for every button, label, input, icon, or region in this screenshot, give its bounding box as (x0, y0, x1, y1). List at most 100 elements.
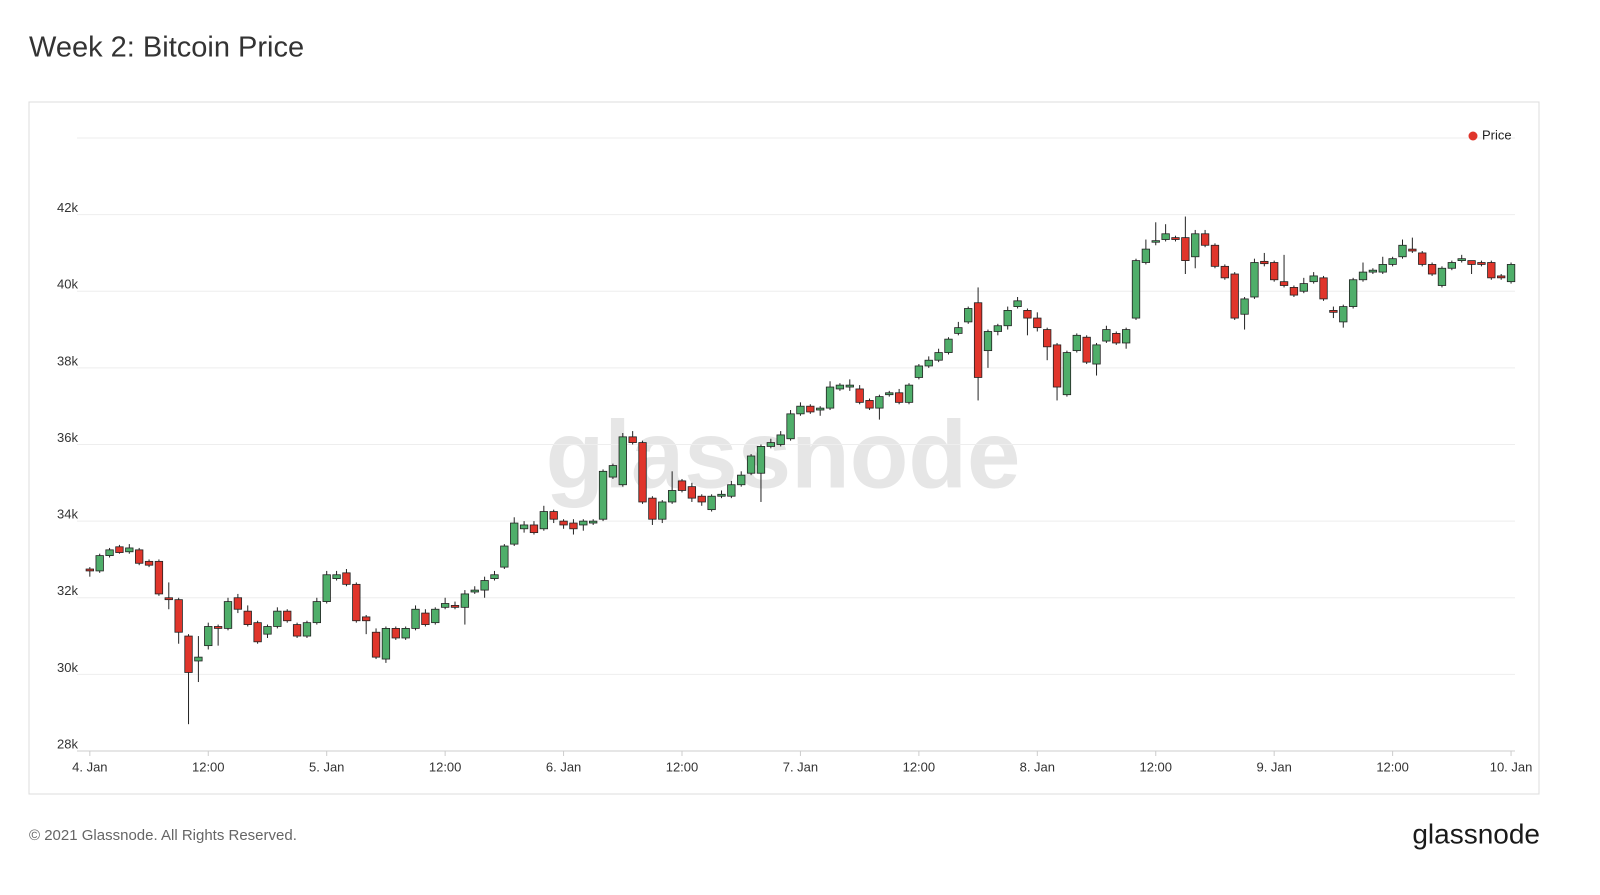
candle-body (983, 331, 993, 352)
candle-body (174, 599, 183, 633)
candle-body (440, 603, 450, 608)
candle-body (1270, 262, 1279, 281)
candle-body (1378, 264, 1387, 273)
candle-body (1348, 279, 1358, 307)
candle-body (1200, 233, 1210, 246)
candle-body (539, 511, 548, 530)
candle-body (1418, 252, 1427, 265)
candle-body (618, 436, 627, 486)
chart-frame (28, 101, 1540, 795)
y-tick-label: 32k (57, 583, 78, 598)
candle-body (85, 568, 94, 572)
y-tick-label: 40k (57, 277, 78, 292)
x-tick-label: 12:00 (903, 759, 936, 774)
candle-body (1092, 344, 1101, 365)
candle-body (1279, 281, 1289, 286)
candle-body (391, 628, 400, 639)
candle-body (253, 622, 262, 643)
candle-body (1457, 258, 1466, 262)
candle-body (904, 384, 914, 403)
candle-body (1161, 233, 1170, 240)
candle-body (1408, 248, 1417, 252)
candle-body (1477, 262, 1486, 265)
candle-body (1506, 264, 1516, 283)
candle-body (549, 511, 558, 520)
candle-body (431, 608, 440, 624)
candle-body (1003, 310, 1012, 327)
candle-body (875, 396, 884, 409)
candle-body (806, 405, 815, 413)
x-tick-label: 12:00 (429, 759, 462, 774)
candle-body (746, 455, 756, 474)
candle-body (1487, 262, 1496, 279)
candle-body (845, 384, 854, 388)
candle-body (263, 626, 272, 635)
candle-body (835, 384, 845, 390)
candle-body (1329, 310, 1338, 313)
candle-body (1497, 275, 1506, 279)
candle-body (490, 574, 499, 579)
watermark: glassnode (546, 401, 1021, 508)
y-tick-label: 28k (57, 736, 78, 751)
x-tick-label: 7. Jan (783, 759, 818, 774)
candle-body (125, 547, 134, 553)
candle-body (766, 442, 775, 447)
candle-body (352, 583, 361, 622)
candle-body (95, 555, 104, 572)
candle-body (1299, 283, 1308, 292)
candle-body (1072, 334, 1081, 352)
x-tick-label: 12:00 (192, 759, 225, 774)
candle-body (164, 597, 173, 601)
candle-body (855, 388, 864, 403)
candle-body (1121, 329, 1131, 344)
candle-body (608, 465, 618, 478)
candle-body (598, 470, 608, 520)
candle-body (1427, 264, 1437, 275)
candle-body (1398, 244, 1407, 258)
candle-body (273, 610, 282, 627)
candle-body (105, 549, 114, 557)
candle-body (944, 338, 953, 353)
candle-body (687, 486, 697, 499)
candle-body (1043, 329, 1052, 348)
candle-body (480, 580, 489, 591)
candle-body (1171, 237, 1180, 240)
candle-body (648, 497, 657, 520)
candle-body (1250, 262, 1259, 298)
x-tick-label: 12:00 (666, 759, 699, 774)
candle-body (1102, 329, 1111, 342)
candle-body (973, 302, 983, 378)
plot-area: 28k 30k 32k 34k 36k 38k 40k 42k 4. Jan 12:00 5. Ja… (57, 127, 1532, 774)
y-tick-label: 38k (57, 353, 78, 368)
candle-body (667, 490, 677, 503)
candle-body (362, 616, 371, 622)
candle-body (1339, 306, 1348, 323)
candle-body (1131, 260, 1141, 319)
candle-body (1260, 260, 1269, 265)
candle-body (1368, 269, 1378, 273)
candle-body (1437, 267, 1447, 286)
candle-body (194, 656, 203, 662)
candle-body (1023, 310, 1032, 319)
candle-body (559, 520, 568, 526)
candle-body (1230, 273, 1239, 319)
x-tick-label: 4. Jan (72, 759, 107, 774)
candle-body (954, 327, 963, 334)
candle-body (213, 626, 223, 629)
candle-body (658, 501, 667, 520)
candle-body (816, 407, 825, 411)
candle-body (470, 589, 479, 593)
candle-body (1052, 344, 1062, 388)
candle-body (519, 524, 529, 530)
candle-body (1082, 336, 1091, 363)
candle-body (589, 520, 598, 524)
candle-body (204, 626, 213, 647)
y-tick-label: 42k (57, 200, 78, 215)
candle-body (737, 474, 746, 486)
candle-body (1309, 275, 1318, 283)
x-tick-label: 8. Jan (1020, 759, 1055, 774)
candle-body (322, 574, 331, 602)
candle-body (510, 522, 519, 545)
y-tick-label: 36k (57, 430, 78, 445)
